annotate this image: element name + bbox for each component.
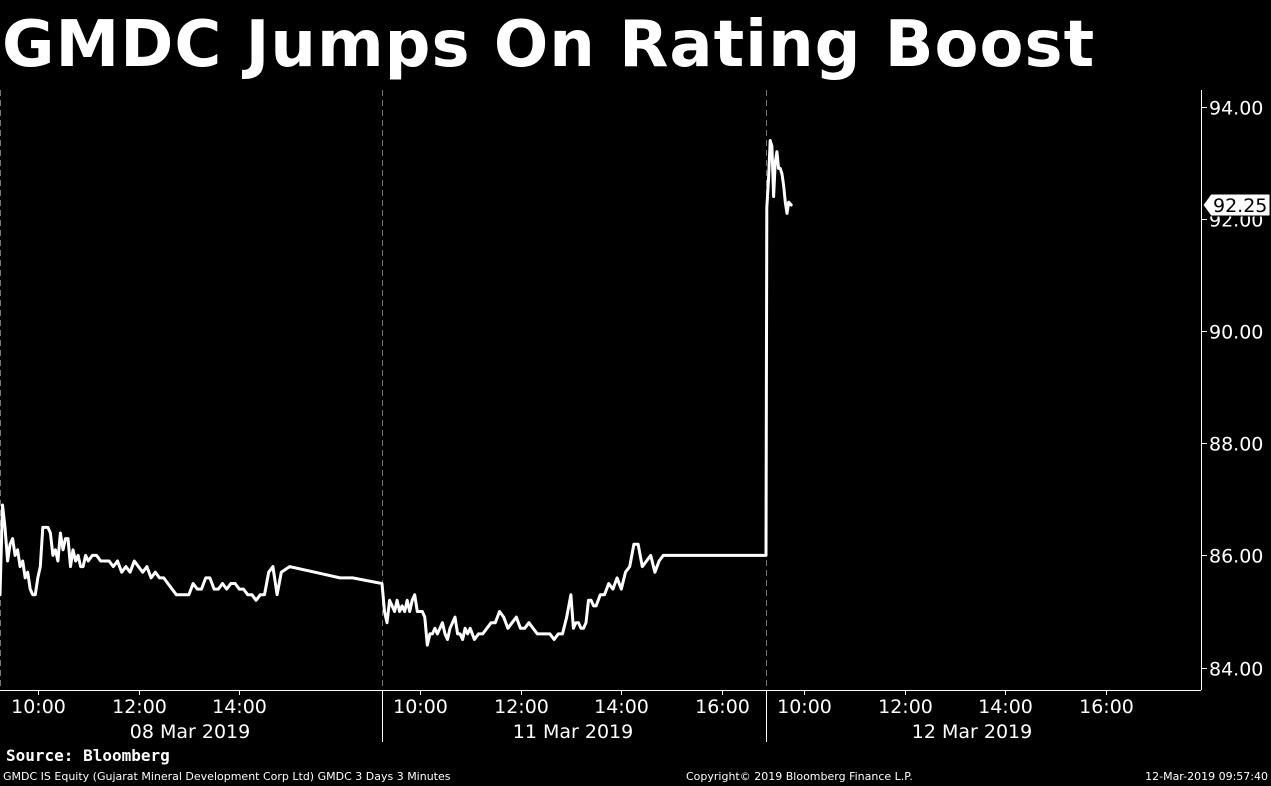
y-tick-label: 84.00 (1209, 659, 1263, 681)
footer-security-description: GMDC IS Equity (Gujarat Mineral Developm… (3, 770, 451, 783)
x-tick-label: 12:00 (878, 696, 933, 718)
date-label: 08 Mar 2019 (130, 721, 250, 743)
source-note: Source: Bloomberg (6, 746, 170, 765)
x-tick-label: 12:00 (494, 696, 549, 718)
x-tick-label: 14:00 (212, 696, 267, 718)
date-label: 11 Mar 2019 (513, 721, 633, 743)
x-tick-label: 10:00 (777, 696, 832, 718)
y-tick-label: 94.00 (1209, 98, 1263, 120)
x-tick-label: 14:00 (978, 696, 1033, 718)
x-tick-label: 10:00 (393, 696, 448, 718)
date-label: 12 Mar 2019 (912, 721, 1032, 743)
x-tick-label: 14:00 (594, 696, 649, 718)
x-tick-label: 16:00 (695, 696, 750, 718)
chart-title: GMDC Jumps On Rating Boost (2, 8, 1096, 82)
footer-copyright: Copyright© 2019 Bloomberg Finance L.P. (686, 770, 913, 783)
x-tick-label: 12:00 (112, 696, 167, 718)
series-layer: 92.25 (0, 139, 1271, 647)
x-tick-label: 16:00 (1079, 696, 1134, 718)
last-price-marker (1202, 193, 1271, 217)
y-tick-label: 88.00 (1209, 434, 1263, 456)
footer-timestamp: 12-Mar-2019 09:57:40 (1145, 770, 1268, 783)
y-tick-label: 90.00 (1209, 322, 1263, 344)
last-price-label: 92.25 (1213, 195, 1267, 217)
price-line (0, 139, 793, 647)
y-tick-label: 86.00 (1209, 546, 1263, 568)
x-tick-label: 10:00 (11, 696, 66, 718)
